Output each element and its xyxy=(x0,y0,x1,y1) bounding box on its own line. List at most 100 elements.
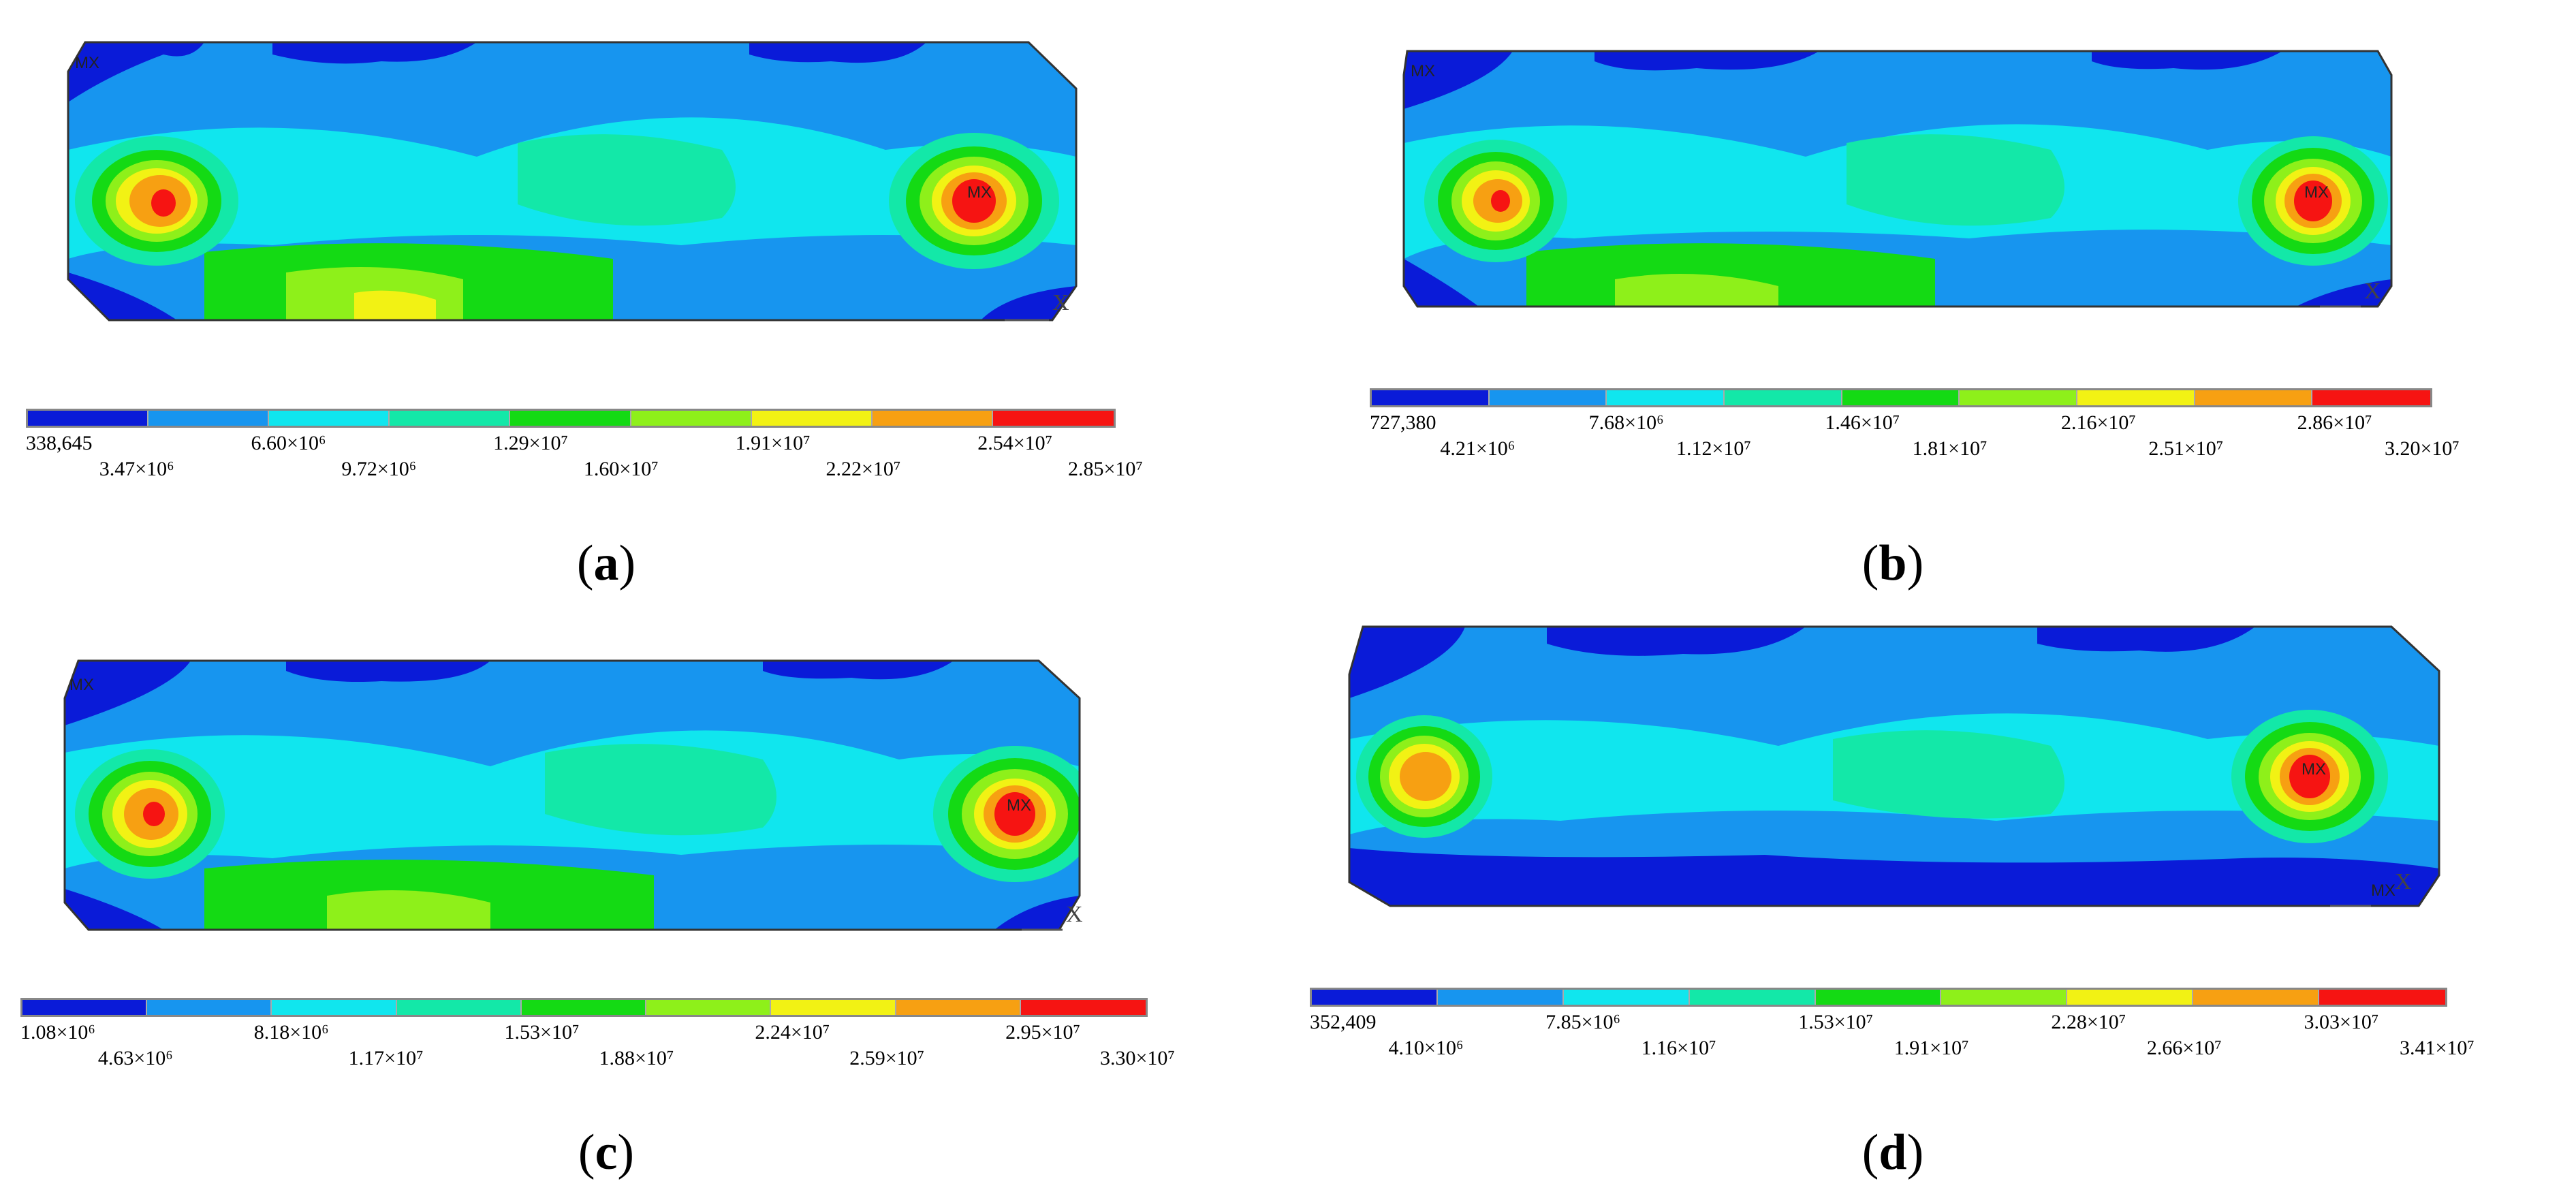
legend-swatch xyxy=(2312,390,2431,405)
legend-swatch xyxy=(1563,990,1690,1005)
legend-swatch xyxy=(1842,390,1960,405)
contour-plot-a: MX MX X xyxy=(67,41,1078,321)
legend-swatch xyxy=(771,1000,896,1015)
legend-swatch xyxy=(2193,990,2320,1005)
legend-tick-label: 2.85×10⁷ xyxy=(1068,458,1143,480)
legend-swatch xyxy=(1689,990,1816,1005)
min-marker-a: MX xyxy=(75,54,99,72)
legend-swatch xyxy=(992,411,1114,426)
max-marker-d: MX xyxy=(2302,760,2326,779)
panel-label-c: (c) xyxy=(578,1125,635,1180)
legend-c: 1.08×10⁶ 8.18×10⁶ 1.53×10⁷ 2.24×10⁷ 2.95×10⁷… xyxy=(20,998,1175,1080)
legend-swatch xyxy=(1020,1000,1146,1015)
legend-swatch xyxy=(269,411,390,426)
legend-swatch xyxy=(2067,990,2194,1005)
legend-tick-label: 3.20×10⁷ xyxy=(2385,437,2460,460)
legend-swatch xyxy=(510,411,631,426)
legend-swatch xyxy=(390,411,511,426)
legend-tick-label: 1.29×10⁷ xyxy=(493,432,568,454)
legend-tick-label: 3.03×10⁷ xyxy=(2304,1011,2379,1033)
legend-tick-label: 7.68×10⁶ xyxy=(1588,411,1664,434)
legend-tick-label: 4.21×10⁶ xyxy=(1440,437,1515,460)
panel-c: MX MX X 1.08×10⁶ 8.18×10⁶ 1.53×10⁷ 2.24×10⁷… xyxy=(0,596,1288,1192)
legend-tick-label: 1.16×10⁷ xyxy=(1641,1037,1716,1059)
panel-a: MX MX X 338,645 6.60×10⁶ 1.29×10⁷ 1.91×10⁷ 2… xyxy=(0,0,1288,596)
legend-tick-label: 1.60×10⁷ xyxy=(583,458,659,480)
legend-b: 727,380 7.68×10⁶ 1.46×10⁷ 2.16×10⁷ 2.86×10⁷ 4… xyxy=(1370,388,2460,470)
legend-swatch xyxy=(1725,390,1842,405)
legend-tick-label: 2.16×10⁷ xyxy=(2061,411,2136,434)
panel-d: MX MX X 352,409 7.85×10⁶ 1.53×10⁷ 2.28×10⁷ 3… xyxy=(1288,596,2576,1192)
legend-tick-label: 1.53×10⁷ xyxy=(504,1021,580,1044)
min-marker-d: MX xyxy=(2371,881,2396,900)
legend-tick-label: 4.63×10⁶ xyxy=(97,1047,173,1069)
legend-swatch xyxy=(1815,990,1942,1005)
legend-swatch xyxy=(751,411,873,426)
legend-tick-label: 9.72×10⁶ xyxy=(341,458,417,480)
min-marker-c: MX xyxy=(69,676,94,694)
legend-tick-label: 8.18×10⁶ xyxy=(253,1021,329,1044)
legend-swatch xyxy=(872,411,993,426)
legend-swatch xyxy=(631,411,752,426)
legend-swatch xyxy=(2195,390,2313,405)
legend-tick-label: 1.81×10⁷ xyxy=(1912,437,1988,460)
axis-label-c: X xyxy=(1066,902,1083,927)
min-marker-b: MX xyxy=(1411,62,1435,80)
legend-tick-label: 1.12×10⁷ xyxy=(1676,437,1751,460)
legend-tick-label: 3.47×10⁶ xyxy=(99,458,174,480)
colorbar-b xyxy=(1370,388,2432,407)
contour-plot-b: MX MX X xyxy=(1402,50,2393,308)
legend-swatch xyxy=(646,1000,772,1015)
max-marker-a: MX xyxy=(967,183,992,202)
legend-tick-label: 1.17×10⁷ xyxy=(348,1047,424,1069)
legend-tick-label: 3.30×10⁷ xyxy=(1100,1047,1175,1069)
legend-tick-label: 727,380 xyxy=(1370,411,1436,434)
legend-swatch xyxy=(896,1000,1021,1015)
legend-tick-label: 4.10×10⁶ xyxy=(1388,1037,1464,1059)
legend-tick-label: 1.53×10⁷ xyxy=(1798,1011,1874,1033)
legend-swatch xyxy=(1489,390,1607,405)
legend-tick-label: 1.91×10⁷ xyxy=(1894,1037,1969,1059)
legend-tick-label: 2.54×10⁷ xyxy=(977,432,1053,454)
legend-tick-label: 338,645 xyxy=(26,432,93,454)
legend-tick-label: 1.88×10⁷ xyxy=(599,1047,674,1069)
panel-b: MX MX X 727,380 7.68×10⁶ 1.46×10⁷ 2.16×10⁷ 2… xyxy=(1288,0,2576,596)
legend-swatch xyxy=(1941,990,2068,1005)
axis-label-b: X xyxy=(2364,279,2381,304)
legend-swatch xyxy=(1607,390,1725,405)
legend-tick-label: 3.41×10⁷ xyxy=(2400,1037,2475,1059)
max-marker-b: MX xyxy=(2304,183,2329,202)
panel-label-d: (d) xyxy=(1862,1125,1924,1180)
legend-tick-label: 352,409 xyxy=(1310,1011,1377,1033)
legend-swatch xyxy=(272,1000,397,1015)
legend-swatch xyxy=(28,411,149,426)
legend-swatch xyxy=(1960,390,2078,405)
colorbar-c xyxy=(20,998,1148,1017)
legend-swatch xyxy=(396,1000,522,1015)
legend-swatch xyxy=(521,1000,647,1015)
axis-label-d: X xyxy=(2395,869,2412,894)
legend-swatch xyxy=(2077,390,2195,405)
legend-tick-label: 2.28×10⁷ xyxy=(2051,1011,2126,1033)
legend-swatch xyxy=(2319,990,2445,1005)
legend-swatch xyxy=(1437,990,1564,1005)
panel-label-b: (b) xyxy=(1862,535,1924,591)
legend-swatch xyxy=(1372,390,1490,405)
max-marker-c: MX xyxy=(1007,796,1031,815)
legend-d: 352,409 7.85×10⁶ 1.53×10⁷ 2.28×10⁷ 3.03×10⁷ 4… xyxy=(1310,988,2475,1069)
contour-plot-d: MX MX X xyxy=(1348,625,2440,907)
legend-tick-label: 1.91×10⁷ xyxy=(735,432,811,454)
colorbar-a xyxy=(26,409,1116,428)
legend-a: 338,645 6.60×10⁶ 1.29×10⁷ 1.91×10⁷ 2.54×10⁷ 3… xyxy=(26,409,1143,490)
legend-tick-label: 6.60×10⁶ xyxy=(251,432,326,454)
legend-swatch xyxy=(22,1000,148,1015)
legend-tick-label: 2.66×10⁷ xyxy=(2146,1037,2222,1059)
legend-tick-label: 2.86×10⁷ xyxy=(2297,411,2372,434)
legend-tick-label: 2.95×10⁷ xyxy=(1005,1021,1080,1044)
legend-tick-label: 2.22×10⁷ xyxy=(826,458,901,480)
axis-label-a: X xyxy=(1052,290,1069,315)
legend-tick-label: 2.51×10⁷ xyxy=(2148,437,2224,460)
legend-tick-label: 7.85×10⁶ xyxy=(1545,1011,1620,1033)
legend-tick-label: 2.59×10⁷ xyxy=(849,1047,925,1069)
colorbar-d xyxy=(1310,988,2447,1007)
